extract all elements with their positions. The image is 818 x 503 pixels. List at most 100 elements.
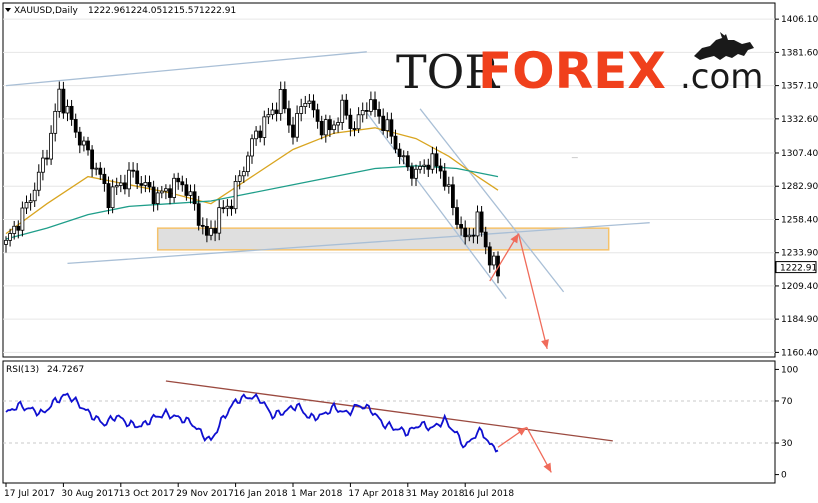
candle-body	[176, 177, 181, 183]
price-tick-label: 1357.10	[781, 82, 818, 92]
candle	[36, 164, 41, 197]
time-axis: 17 Jul 2017 30 Aug 2017 13 Oct 2017 29 Nov …	[4, 483, 514, 499]
candle	[332, 120, 336, 135]
candle	[381, 108, 386, 135]
candle	[86, 136, 90, 156]
price-trend-line	[366, 112, 507, 300]
candle-body	[262, 116, 267, 138]
candle-body	[319, 120, 324, 136]
candle	[155, 187, 160, 211]
candle	[73, 113, 78, 138]
candle	[237, 170, 242, 190]
candle-body	[348, 114, 353, 129]
candle-body	[135, 170, 140, 184]
candle-body	[73, 119, 78, 133]
bull-icon	[694, 32, 754, 60]
rsi-line	[5, 392, 499, 453]
candle-body	[295, 113, 300, 138]
rsi-tick-label: 100	[781, 365, 798, 375]
candle	[41, 149, 45, 181]
candle	[32, 182, 37, 207]
current-price-box	[775, 261, 817, 274]
candle-body	[291, 124, 295, 138]
candle	[8, 228, 13, 247]
candle-body	[430, 153, 435, 170]
candle	[344, 93, 349, 120]
candle	[192, 184, 197, 211]
header-triangle-icon	[5, 8, 11, 12]
candle	[114, 177, 119, 195]
candle-body	[315, 109, 320, 122]
candle-body	[221, 207, 226, 210]
candle	[446, 176, 451, 194]
candle-body	[168, 188, 172, 198]
candle	[200, 217, 205, 235]
candle	[45, 149, 49, 166]
candle	[455, 199, 459, 229]
candle	[118, 174, 123, 193]
candle	[266, 107, 271, 125]
candle	[475, 205, 480, 244]
candle	[159, 185, 164, 199]
trend-lines-layer	[5, 51, 650, 300]
candle-body	[110, 186, 115, 209]
forecast-arrow-segment	[517, 233, 548, 350]
rsi-tick-label: 70	[781, 397, 793, 407]
candle-body	[217, 207, 222, 234]
candle	[352, 121, 357, 137]
candle-body	[487, 246, 492, 266]
candle-body	[266, 114, 271, 118]
candle	[438, 158, 443, 179]
candle	[209, 220, 213, 241]
candle-body	[418, 165, 423, 170]
rsi-trend-layer	[165, 380, 613, 442]
rsi-header: RSI(13) 24.7267	[6, 365, 84, 375]
candle-body	[98, 167, 103, 175]
candle-body	[274, 109, 279, 114]
time-tick-label: 16 Jan 2018	[234, 489, 288, 499]
candle	[393, 129, 398, 154]
support-zone	[156, 227, 610, 251]
candle-body	[8, 233, 13, 241]
price-tick-label: 1258.40	[781, 215, 818, 225]
price-grid	[3, 18, 775, 353]
candle	[20, 201, 25, 237]
candle	[459, 216, 464, 236]
candle-body	[12, 225, 17, 234]
candle	[368, 91, 373, 116]
rsi-grid	[3, 400, 775, 444]
candle-body	[389, 119, 394, 137]
candle	[250, 134, 254, 164]
candle	[385, 112, 390, 139]
forecast-arrow-head	[541, 339, 549, 349]
candle	[442, 163, 447, 191]
candle-body	[139, 183, 144, 186]
candle-body	[57, 88, 62, 112]
candle	[270, 102, 275, 120]
candle-body	[155, 192, 160, 204]
candle-body	[434, 153, 439, 167]
candle	[299, 98, 304, 122]
candle	[327, 115, 332, 138]
candle-body	[397, 148, 402, 157]
candle-body	[36, 171, 41, 191]
candle	[319, 115, 324, 140]
candle	[233, 175, 238, 214]
candle	[356, 107, 361, 133]
candle	[291, 116, 295, 145]
candle	[90, 145, 94, 177]
candle	[245, 151, 250, 177]
candle	[188, 184, 193, 204]
candle	[69, 99, 74, 126]
candle-body	[172, 177, 177, 198]
candle-body	[49, 132, 53, 160]
candle-body	[237, 175, 242, 182]
candle-body	[180, 181, 185, 186]
candle-body	[16, 225, 21, 231]
candle	[110, 179, 115, 214]
candle	[262, 110, 267, 146]
candle-body	[65, 105, 70, 114]
candle	[418, 161, 423, 174]
candle-body	[77, 131, 82, 146]
candle-body	[401, 155, 406, 158]
